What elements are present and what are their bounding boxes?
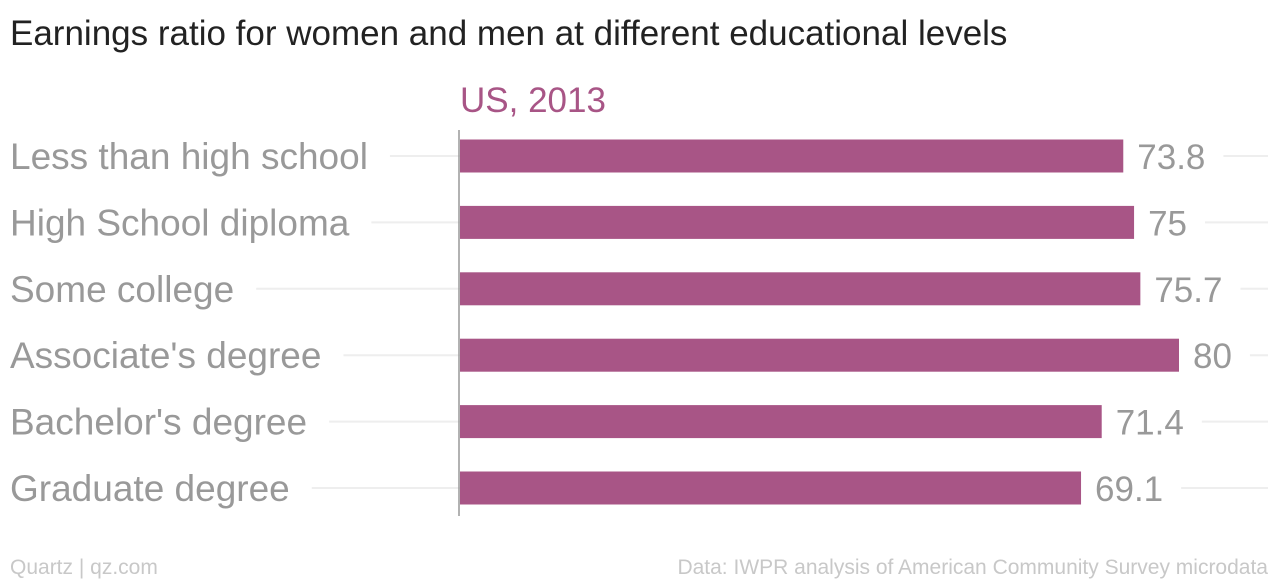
bar [460, 139, 1124, 173]
bar [460, 338, 1179, 372]
chart-title: Earnings ratio for women and men at diff… [10, 14, 1008, 53]
bars [460, 139, 1179, 505]
category-label: Some college [10, 269, 234, 310]
gridlines [256, 155, 1268, 489]
category-label: Graduate degree [10, 468, 290, 509]
value-label: 75 [1148, 204, 1187, 243]
series-label: US, 2013 [460, 81, 606, 120]
value-label: 73.8 [1137, 138, 1205, 177]
category-label: Bachelor's degree [10, 402, 307, 443]
category-label: Less than high school [10, 136, 368, 177]
category-label: Associate's degree [10, 335, 321, 376]
value-label: 69.1 [1095, 470, 1163, 509]
footer-credit: Quartz | qz.com [10, 556, 158, 579]
category-label: High School diploma [10, 202, 350, 243]
value-label: 71.4 [1116, 404, 1184, 443]
value-label: 75.7 [1154, 271, 1222, 310]
bar [460, 272, 1141, 306]
bar [460, 205, 1135, 239]
bar [460, 405, 1102, 439]
footer-source: Data: IWPR analysis of American Communit… [677, 556, 1268, 579]
labels: Less than high school 73.8 High School dip… [10, 136, 1232, 509]
bar [460, 471, 1082, 505]
value-label: 80 [1193, 337, 1232, 376]
